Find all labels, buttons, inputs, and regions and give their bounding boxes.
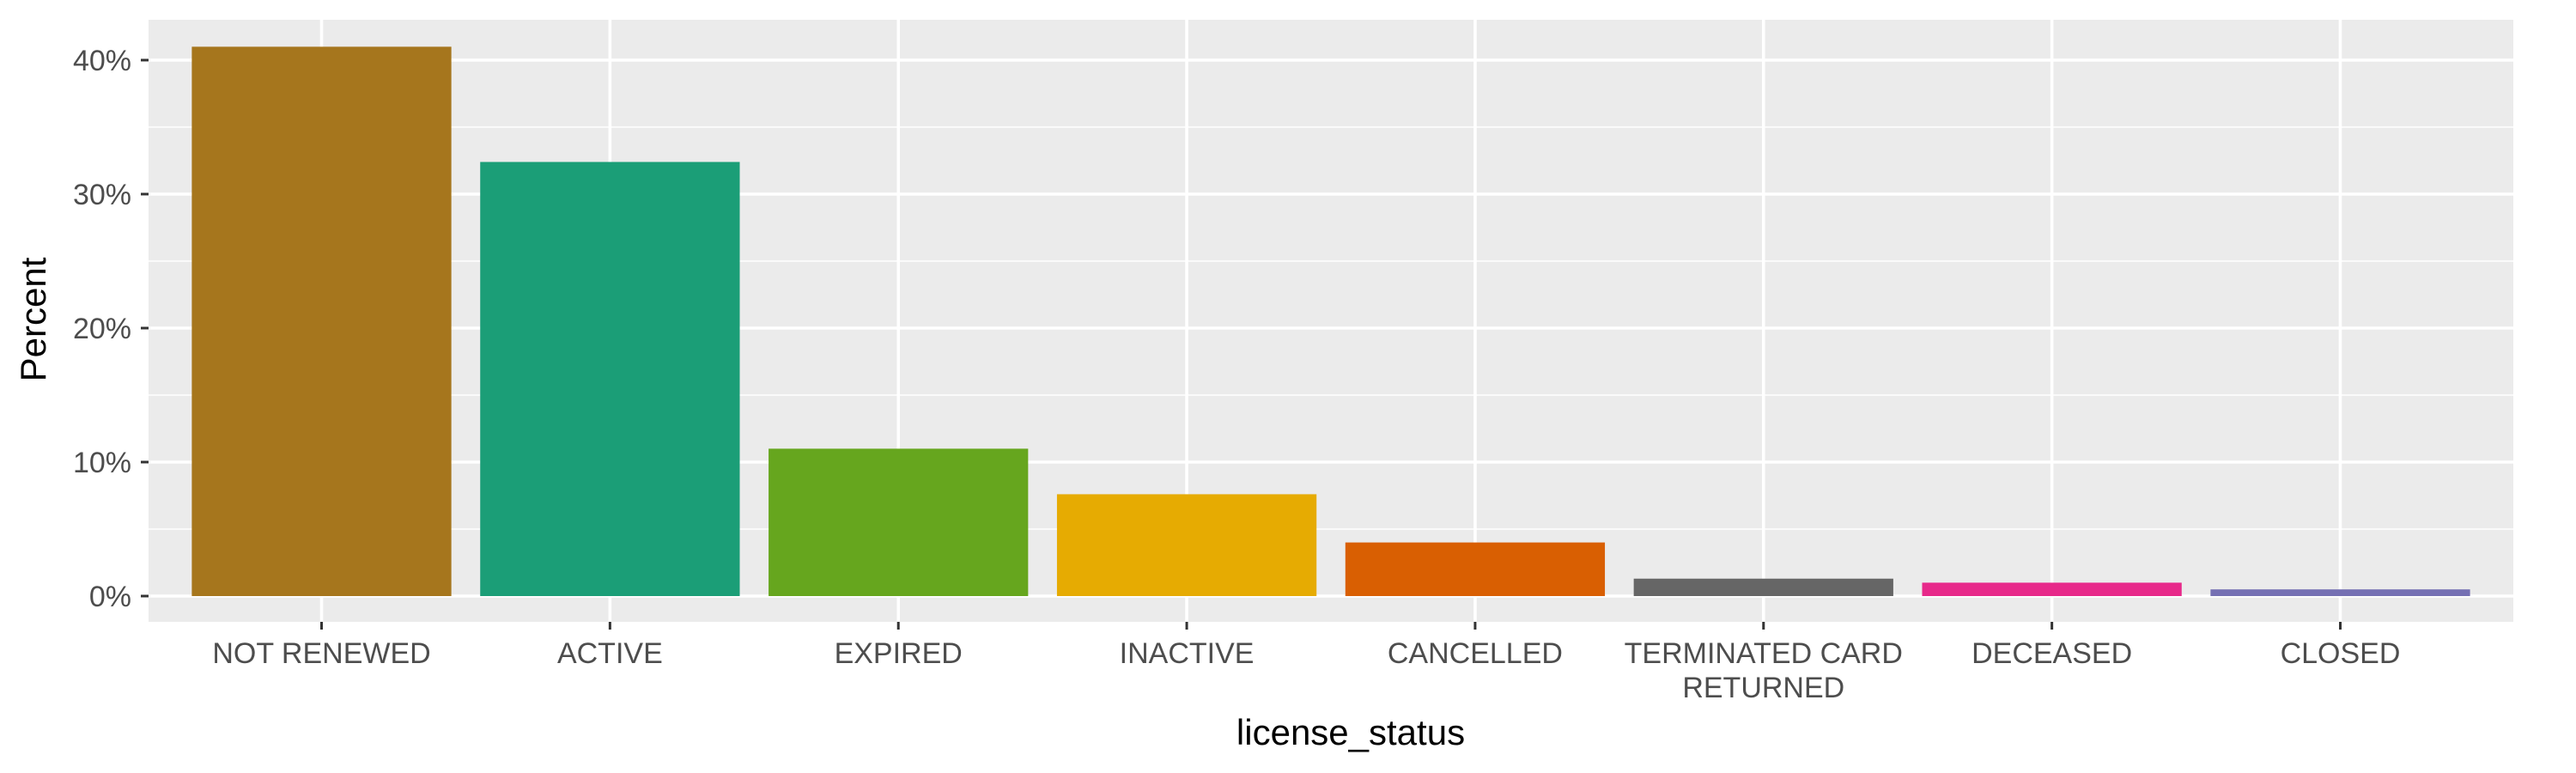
y-tick-label: 10% [73,447,131,479]
x-axis: NOT RENEWED ACTIVE EXPIRED INACTIVE CANCELLE… [212,622,2400,704]
x-tick-label: CANCELLED [1388,637,1563,670]
x-tick-label: TERMINATED CARD RETURNED [1625,637,1903,704]
y-tick-label: 30% [73,179,131,211]
y-tick-label: 20% [73,313,131,345]
y-tick-label: 40% [73,45,131,77]
x-axis-title: license_status [1236,712,1465,752]
x-tick-label: EXPIRED [835,637,963,670]
bars [191,46,2470,596]
y-axis: 0% 10% 20% 30% 40% [73,45,149,613]
x-tick-label: INACTIVE [1120,637,1255,670]
x-tick-label: DECEASED [1971,637,2132,670]
bar [1345,542,1606,596]
bar [1056,494,1317,596]
bar [1922,582,2182,596]
y-axis-title: Percent [13,257,53,381]
x-tick-label: NOT RENEWED [212,637,430,670]
bar [769,448,1029,596]
bar [191,46,452,596]
x-tick-label: CLOSED [2281,637,2401,670]
bar [1633,578,1893,596]
bar [480,161,740,596]
y-tick-label: 0% [89,581,131,613]
bar [2210,589,2470,596]
x-tick-label: ACTIVE [557,637,663,670]
